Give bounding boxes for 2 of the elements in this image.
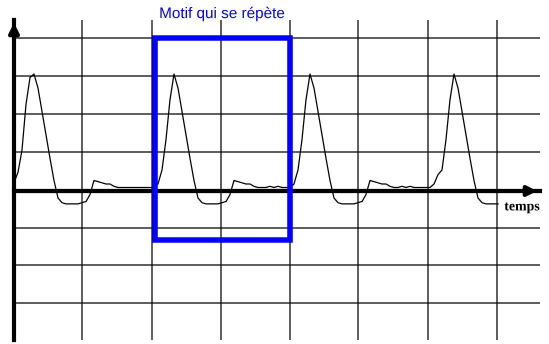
x-axis-title: temps <box>504 202 540 214</box>
text: Motif qui se répète <box>160 6 284 22</box>
